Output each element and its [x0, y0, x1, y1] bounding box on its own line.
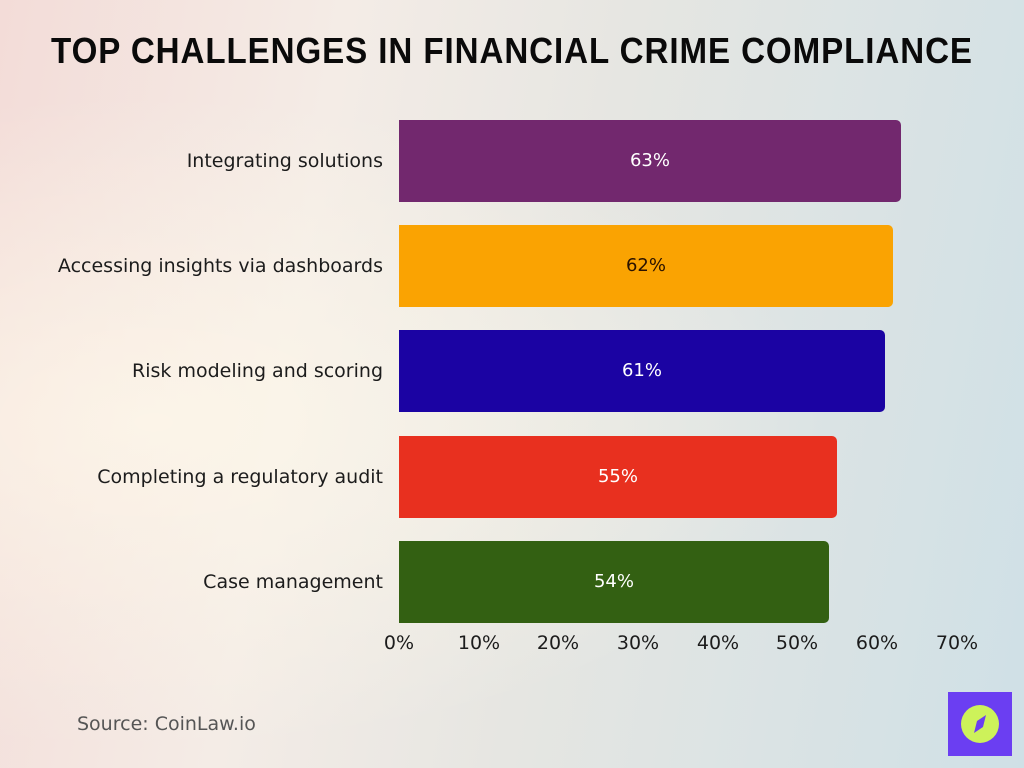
value-label: 62% — [625, 255, 666, 276]
compass-icon — [961, 705, 999, 743]
source-note: Source: CoinLaw.io — [77, 713, 256, 735]
bar-row: Completing a regulatory audit 55% — [0, 436, 1024, 518]
value-label: 54% — [593, 571, 634, 592]
x-tick: 0% — [383, 632, 415, 654]
x-tick: 10% — [457, 632, 501, 654]
bar-row: Integrating solutions 63% — [0, 120, 1024, 202]
bar-row: Risk modeling and scoring 61% — [0, 330, 1024, 412]
bar: 54% — [399, 541, 829, 623]
x-tick: 40% — [696, 632, 740, 654]
bar-row: Case management 54% — [0, 541, 1024, 623]
chart-title: Top Challenges in Financial Crime Compli… — [51, 30, 973, 71]
category-label: Case management — [203, 571, 383, 593]
x-tick: 60% — [855, 632, 899, 654]
x-tick: 20% — [536, 632, 580, 654]
brand-logo — [948, 692, 1012, 756]
x-tick: 30% — [616, 632, 660, 654]
bar: 63% — [399, 120, 901, 202]
bar: 61% — [399, 330, 885, 412]
bar-row: Accessing insights via dashboards 62% — [0, 225, 1024, 307]
category-label: Integrating solutions — [186, 150, 383, 172]
category-label: Risk modeling and scoring — [132, 360, 383, 382]
value-label: 63% — [629, 150, 670, 171]
value-label: 55% — [597, 466, 638, 487]
bar: 62% — [399, 225, 893, 307]
x-tick: 70% — [935, 632, 979, 654]
x-tick: 50% — [775, 632, 819, 654]
category-label: Accessing insights via dashboards — [57, 255, 383, 277]
value-label: 61% — [621, 360, 662, 381]
category-label: Completing a regulatory audit — [97, 466, 383, 488]
bar: 55% — [399, 436, 837, 518]
